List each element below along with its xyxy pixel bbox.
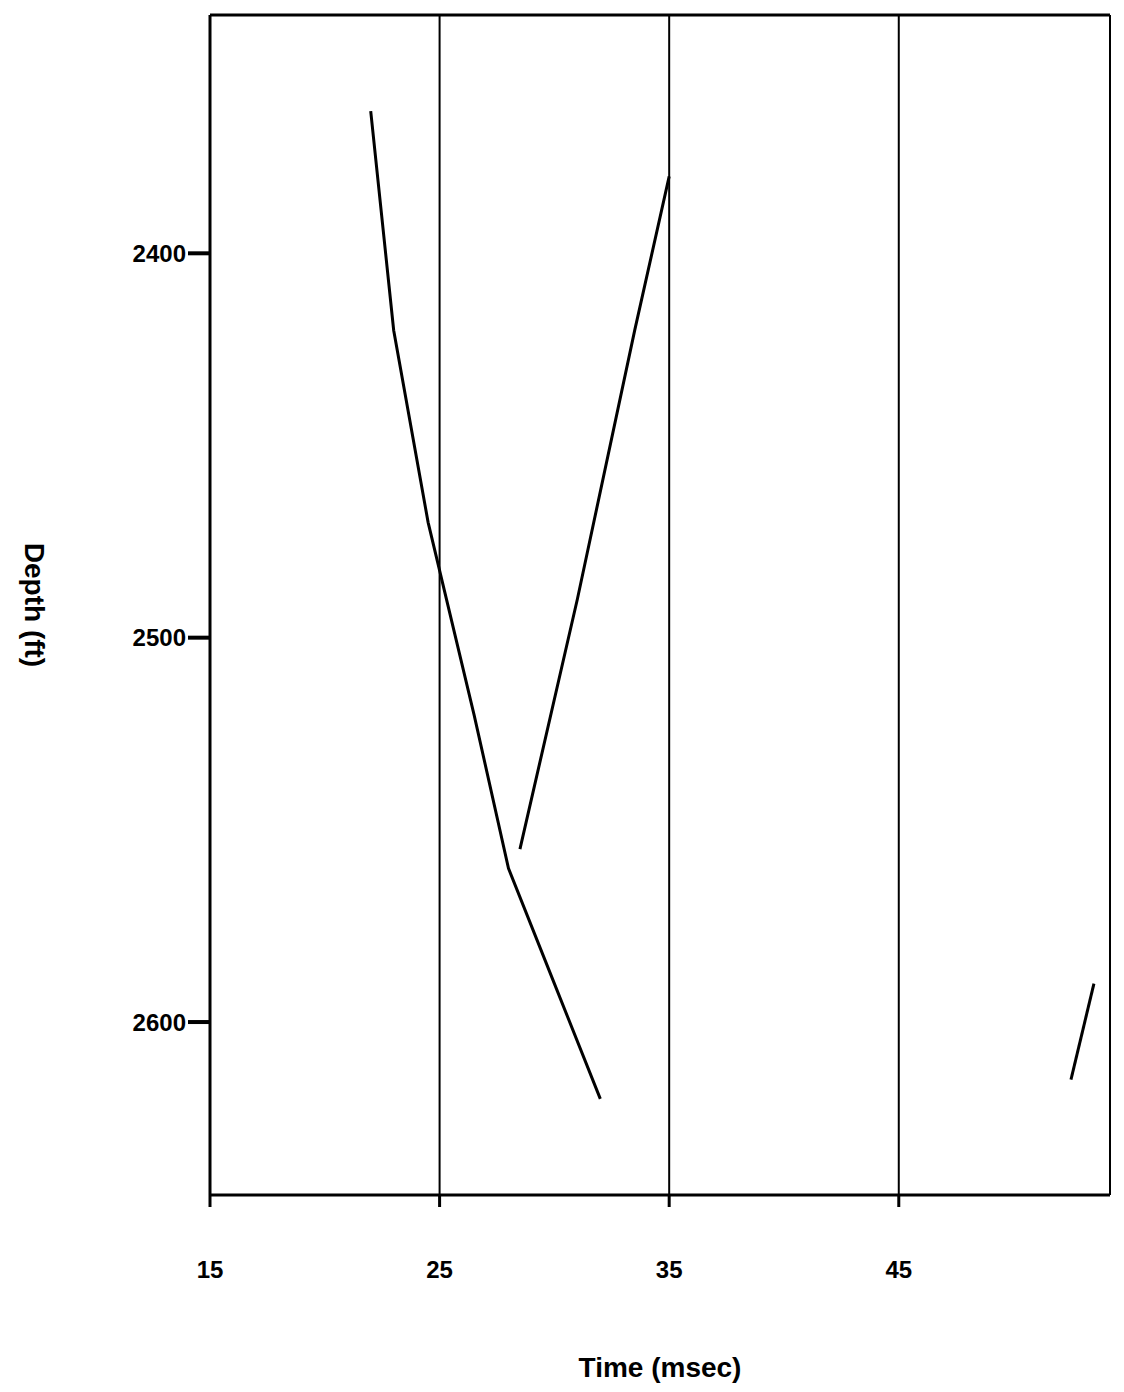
svg-text:Depth (ft): Depth (ft) — [19, 543, 50, 667]
svg-text:35: 35 — [656, 1256, 683, 1283]
svg-text:45: 45 — [885, 1256, 912, 1283]
svg-text:25: 25 — [426, 1256, 453, 1283]
svg-text:2600: 2600 — [133, 1009, 186, 1036]
svg-text:2400: 2400 — [133, 240, 186, 267]
svg-text:15: 15 — [197, 1256, 224, 1283]
svg-text:2500: 2500 — [133, 624, 186, 651]
svg-text:Time (msec): Time (msec) — [579, 1352, 742, 1383]
